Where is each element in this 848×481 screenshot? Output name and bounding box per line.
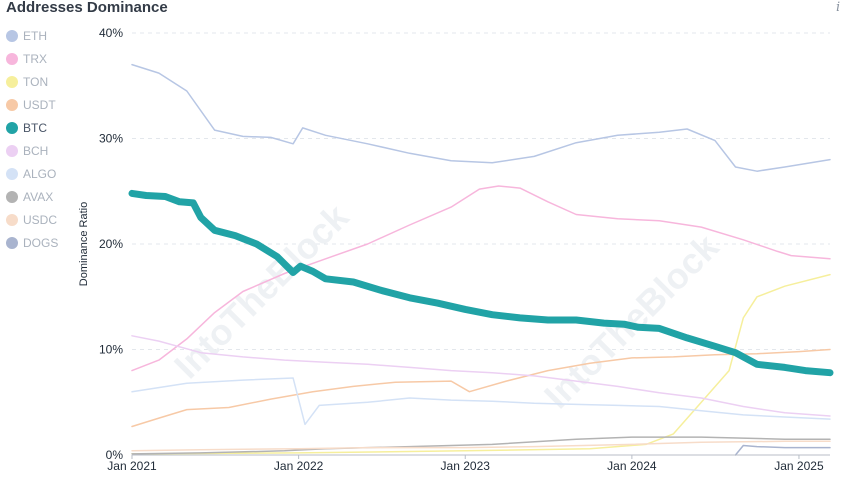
y-tick-label: 30%	[99, 132, 123, 146]
x-tick-label: Jan 2024	[607, 459, 657, 473]
legend-label: ETH	[23, 28, 47, 43]
legend-label: TRX	[23, 51, 47, 66]
legend-label: AVAX	[23, 189, 54, 204]
legend: ETH TRX TON USDT BTC BCH ALGO AVAX USDC DOGS	[6, 24, 58, 254]
legend-item-eth[interactable]: ETH	[6, 24, 58, 47]
grid-lines	[132, 32, 830, 456]
legend-item-ton[interactable]: TON	[6, 70, 58, 93]
x-tick-label: Jan 2023	[441, 459, 491, 473]
series-line-eth[interactable]	[131, 63, 831, 172]
legend-label: USDT	[23, 97, 56, 112]
legend-label: TON	[23, 74, 49, 89]
legend-dot	[6, 52, 18, 65]
legend-dot	[6, 121, 18, 134]
axes: Dominance Ratio 0% 10% 20% 30% 40% Jan 2021 Ja…	[78, 26, 830, 473]
x-tick-label: Jan 2025	[774, 459, 824, 473]
x-tick-label: Jan 2021	[107, 459, 157, 473]
y-tick-label: 40%	[99, 26, 123, 40]
series-line-usdt[interactable]	[131, 348, 831, 428]
series-line-dogs[interactable]	[734, 444, 831, 456]
series-line-bch[interactable]	[131, 335, 831, 417]
legend-item-algo[interactable]: ALGO	[6, 162, 58, 185]
legend-dot	[6, 167, 18, 180]
y-tick-label: 0%	[106, 448, 124, 462]
legend-item-bch[interactable]: BCH	[6, 139, 58, 162]
legend-item-avax[interactable]: AVAX	[6, 185, 58, 208]
chart-title: Addresses Dominance	[6, 0, 168, 16]
series-lines	[128, 63, 834, 456]
series-line-usdc[interactable]	[131, 440, 831, 452]
legend-dot	[6, 236, 18, 249]
legend-item-btc[interactable]: BTC	[6, 116, 58, 139]
info-icon[interactable]: i	[836, 0, 841, 15]
legend-dot	[6, 213, 18, 226]
y-axis-title: Dominance Ratio	[78, 202, 90, 286]
legend-dot	[6, 98, 18, 111]
legend-item-usdt[interactable]: USDT	[6, 93, 58, 116]
y-tick-label: 20%	[99, 237, 123, 251]
legend-dot	[6, 75, 18, 88]
legend-item-dogs[interactable]: DOGS	[6, 231, 58, 254]
series-line-avax[interactable]	[131, 436, 831, 455]
legend-item-usdc[interactable]: USDC	[6, 208, 58, 231]
legend-label: DOGS	[23, 235, 59, 250]
legend-dot	[6, 29, 18, 42]
y-tick-label: 10%	[99, 343, 123, 357]
legend-label: BCH	[23, 143, 49, 158]
series-line-trx[interactable]	[131, 185, 831, 372]
series-line-ton[interactable]	[131, 273, 831, 455]
series-line-algo[interactable]	[131, 377, 831, 426]
legend-label: BTC	[23, 120, 47, 135]
x-tick-label: Jan 2022	[274, 459, 324, 473]
legend-item-trx[interactable]: TRX	[6, 47, 58, 70]
legend-label: USDC	[23, 212, 58, 227]
series-line-btc[interactable]	[128, 189, 834, 377]
legend-dot	[6, 144, 18, 157]
legend-dot	[6, 190, 18, 203]
legend-label: ALGO	[23, 166, 57, 181]
